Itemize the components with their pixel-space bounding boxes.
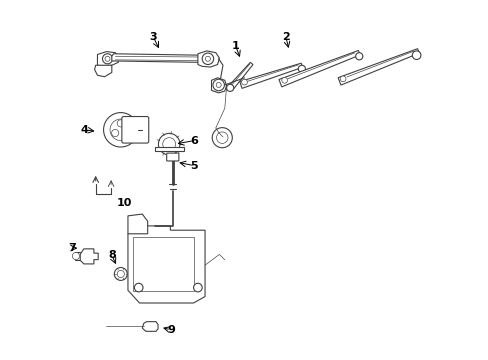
Polygon shape bbox=[337, 49, 418, 85]
Circle shape bbox=[110, 119, 131, 140]
Polygon shape bbox=[198, 51, 219, 67]
Text: 2: 2 bbox=[281, 32, 289, 41]
Circle shape bbox=[102, 54, 112, 64]
FancyBboxPatch shape bbox=[166, 153, 179, 161]
Circle shape bbox=[241, 79, 247, 85]
Text: 9: 9 bbox=[167, 325, 175, 335]
Text: 1: 1 bbox=[231, 41, 239, 50]
Polygon shape bbox=[80, 249, 98, 264]
Circle shape bbox=[111, 130, 119, 136]
Polygon shape bbox=[227, 62, 252, 90]
Circle shape bbox=[163, 138, 175, 150]
Polygon shape bbox=[97, 51, 119, 66]
Polygon shape bbox=[278, 50, 359, 87]
Circle shape bbox=[298, 65, 305, 72]
Circle shape bbox=[117, 270, 124, 278]
Polygon shape bbox=[128, 226, 204, 303]
Circle shape bbox=[216, 132, 227, 143]
Circle shape bbox=[212, 79, 224, 91]
Text: 4: 4 bbox=[81, 125, 89, 135]
Circle shape bbox=[103, 113, 138, 147]
Text: 5: 5 bbox=[190, 161, 198, 171]
Circle shape bbox=[202, 53, 213, 64]
Circle shape bbox=[134, 283, 142, 292]
Text: 10: 10 bbox=[117, 198, 132, 208]
Polygon shape bbox=[239, 63, 302, 89]
Polygon shape bbox=[142, 321, 158, 331]
Polygon shape bbox=[211, 78, 226, 93]
Circle shape bbox=[216, 82, 221, 87]
Circle shape bbox=[205, 56, 210, 61]
Circle shape bbox=[117, 120, 124, 127]
Text: 6: 6 bbox=[190, 136, 198, 145]
Circle shape bbox=[226, 84, 233, 91]
Circle shape bbox=[72, 252, 80, 260]
Text: 8: 8 bbox=[108, 250, 116, 260]
Circle shape bbox=[281, 77, 287, 83]
Circle shape bbox=[340, 76, 346, 82]
Polygon shape bbox=[155, 147, 183, 151]
Circle shape bbox=[122, 130, 130, 136]
Circle shape bbox=[355, 53, 362, 60]
Circle shape bbox=[158, 134, 180, 155]
Circle shape bbox=[105, 56, 110, 61]
Circle shape bbox=[193, 283, 202, 292]
Circle shape bbox=[411, 51, 420, 59]
Circle shape bbox=[114, 267, 127, 280]
Polygon shape bbox=[112, 54, 204, 62]
Polygon shape bbox=[128, 214, 147, 234]
FancyBboxPatch shape bbox=[122, 117, 148, 143]
Polygon shape bbox=[94, 65, 112, 77]
Text: 3: 3 bbox=[149, 32, 157, 41]
Text: 7: 7 bbox=[68, 243, 76, 253]
Circle shape bbox=[212, 128, 232, 148]
